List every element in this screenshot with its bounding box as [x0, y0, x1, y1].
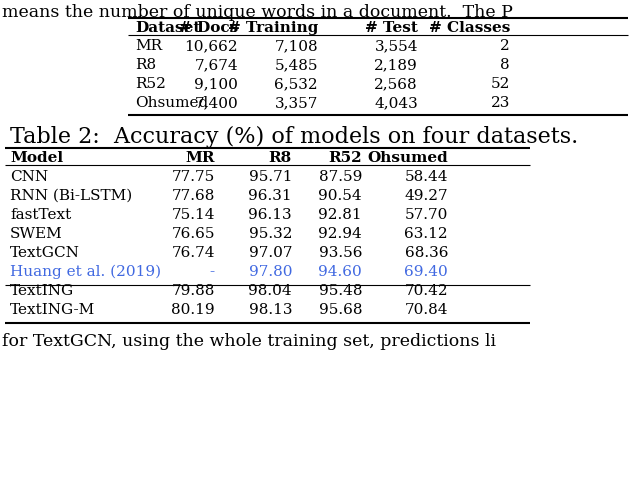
Text: 9,100: 9,100: [194, 77, 238, 91]
Text: 2: 2: [501, 39, 510, 53]
Text: R52: R52: [135, 77, 166, 91]
Text: 76.74: 76.74: [172, 246, 215, 260]
Text: 94.60: 94.60: [318, 265, 362, 279]
Text: 96.13: 96.13: [249, 208, 292, 222]
Text: Huang et al. (2019): Huang et al. (2019): [10, 265, 161, 280]
Text: SWEM: SWEM: [10, 227, 63, 241]
Text: 52: 52: [490, 77, 510, 91]
Text: 98.04: 98.04: [249, 284, 292, 298]
Text: R52: R52: [328, 151, 362, 165]
Text: # Test: # Test: [365, 21, 418, 35]
Text: 95.32: 95.32: [249, 227, 292, 241]
Text: R8: R8: [135, 58, 156, 72]
Text: 6,532: 6,532: [274, 77, 318, 91]
Text: Ohsumed: Ohsumed: [135, 96, 208, 110]
Text: TextGCN: TextGCN: [10, 246, 80, 260]
Text: 2,568: 2,568: [375, 77, 418, 91]
Text: MR: MR: [186, 151, 215, 165]
Text: 77.75: 77.75: [172, 170, 215, 184]
Text: 90.54: 90.54: [319, 189, 362, 203]
Text: 7,108: 7,108: [274, 39, 318, 53]
Text: 3,357: 3,357: [275, 96, 318, 110]
Text: # Training: # Training: [228, 21, 318, 35]
Text: 63.12: 63.12: [404, 227, 448, 241]
Text: 4,043: 4,043: [374, 96, 418, 110]
Text: Ohsumed: Ohsumed: [367, 151, 448, 165]
Text: 92.94: 92.94: [318, 227, 362, 241]
Text: Dataset: Dataset: [135, 21, 200, 35]
Text: R8: R8: [269, 151, 292, 165]
Text: 69.40: 69.40: [404, 265, 448, 279]
Text: Table 2:  Accuracy (%) of models on four datasets.: Table 2: Accuracy (%) of models on four …: [10, 126, 578, 148]
Text: # Docs: # Docs: [179, 21, 238, 35]
Text: Model: Model: [10, 151, 63, 165]
Text: fastText: fastText: [10, 208, 71, 222]
Text: 58.44: 58.44: [404, 170, 448, 184]
Text: 93.56: 93.56: [319, 246, 362, 260]
Text: 98.13: 98.13: [249, 303, 292, 317]
Text: 7,400: 7,400: [194, 96, 238, 110]
Text: 76.65: 76.65: [172, 227, 215, 241]
Text: # Classes: # Classes: [429, 21, 510, 35]
Text: 7,674: 7,674: [195, 58, 238, 72]
Text: 87.59: 87.59: [319, 170, 362, 184]
Text: 70.42: 70.42: [404, 284, 448, 298]
Text: 97.07: 97.07: [249, 246, 292, 260]
Text: 77.68: 77.68: [172, 189, 215, 203]
Text: 96.31: 96.31: [249, 189, 292, 203]
Text: 95.48: 95.48: [319, 284, 362, 298]
Text: 8: 8: [501, 58, 510, 72]
Text: means the number of unique words in a document.  The P: means the number of unique words in a do…: [2, 4, 513, 21]
Text: TextING-M: TextING-M: [10, 303, 95, 317]
Text: -: -: [210, 265, 215, 279]
Text: 70.84: 70.84: [404, 303, 448, 317]
Text: 49.27: 49.27: [404, 189, 448, 203]
Text: 79.88: 79.88: [172, 284, 215, 298]
Text: 97.80: 97.80: [249, 265, 292, 279]
Text: MR: MR: [135, 39, 162, 53]
Text: 95.68: 95.68: [319, 303, 362, 317]
Text: for TextGCN, using the whole training set, predictions li: for TextGCN, using the whole training se…: [2, 333, 496, 350]
Text: 3,554: 3,554: [375, 39, 418, 53]
Text: 5,485: 5,485: [275, 58, 318, 72]
Text: 23: 23: [490, 96, 510, 110]
Text: RNN (Bi-LSTM): RNN (Bi-LSTM): [10, 189, 132, 203]
Text: 75.14: 75.14: [172, 208, 215, 222]
Text: 68.36: 68.36: [404, 246, 448, 260]
Text: 80.19: 80.19: [171, 303, 215, 317]
Text: 10,662: 10,662: [184, 39, 238, 53]
Text: TextING: TextING: [10, 284, 74, 298]
Text: 57.70: 57.70: [404, 208, 448, 222]
Text: CNN: CNN: [10, 170, 48, 184]
Text: 2,189: 2,189: [374, 58, 418, 72]
Text: 95.71: 95.71: [249, 170, 292, 184]
Text: 92.81: 92.81: [319, 208, 362, 222]
